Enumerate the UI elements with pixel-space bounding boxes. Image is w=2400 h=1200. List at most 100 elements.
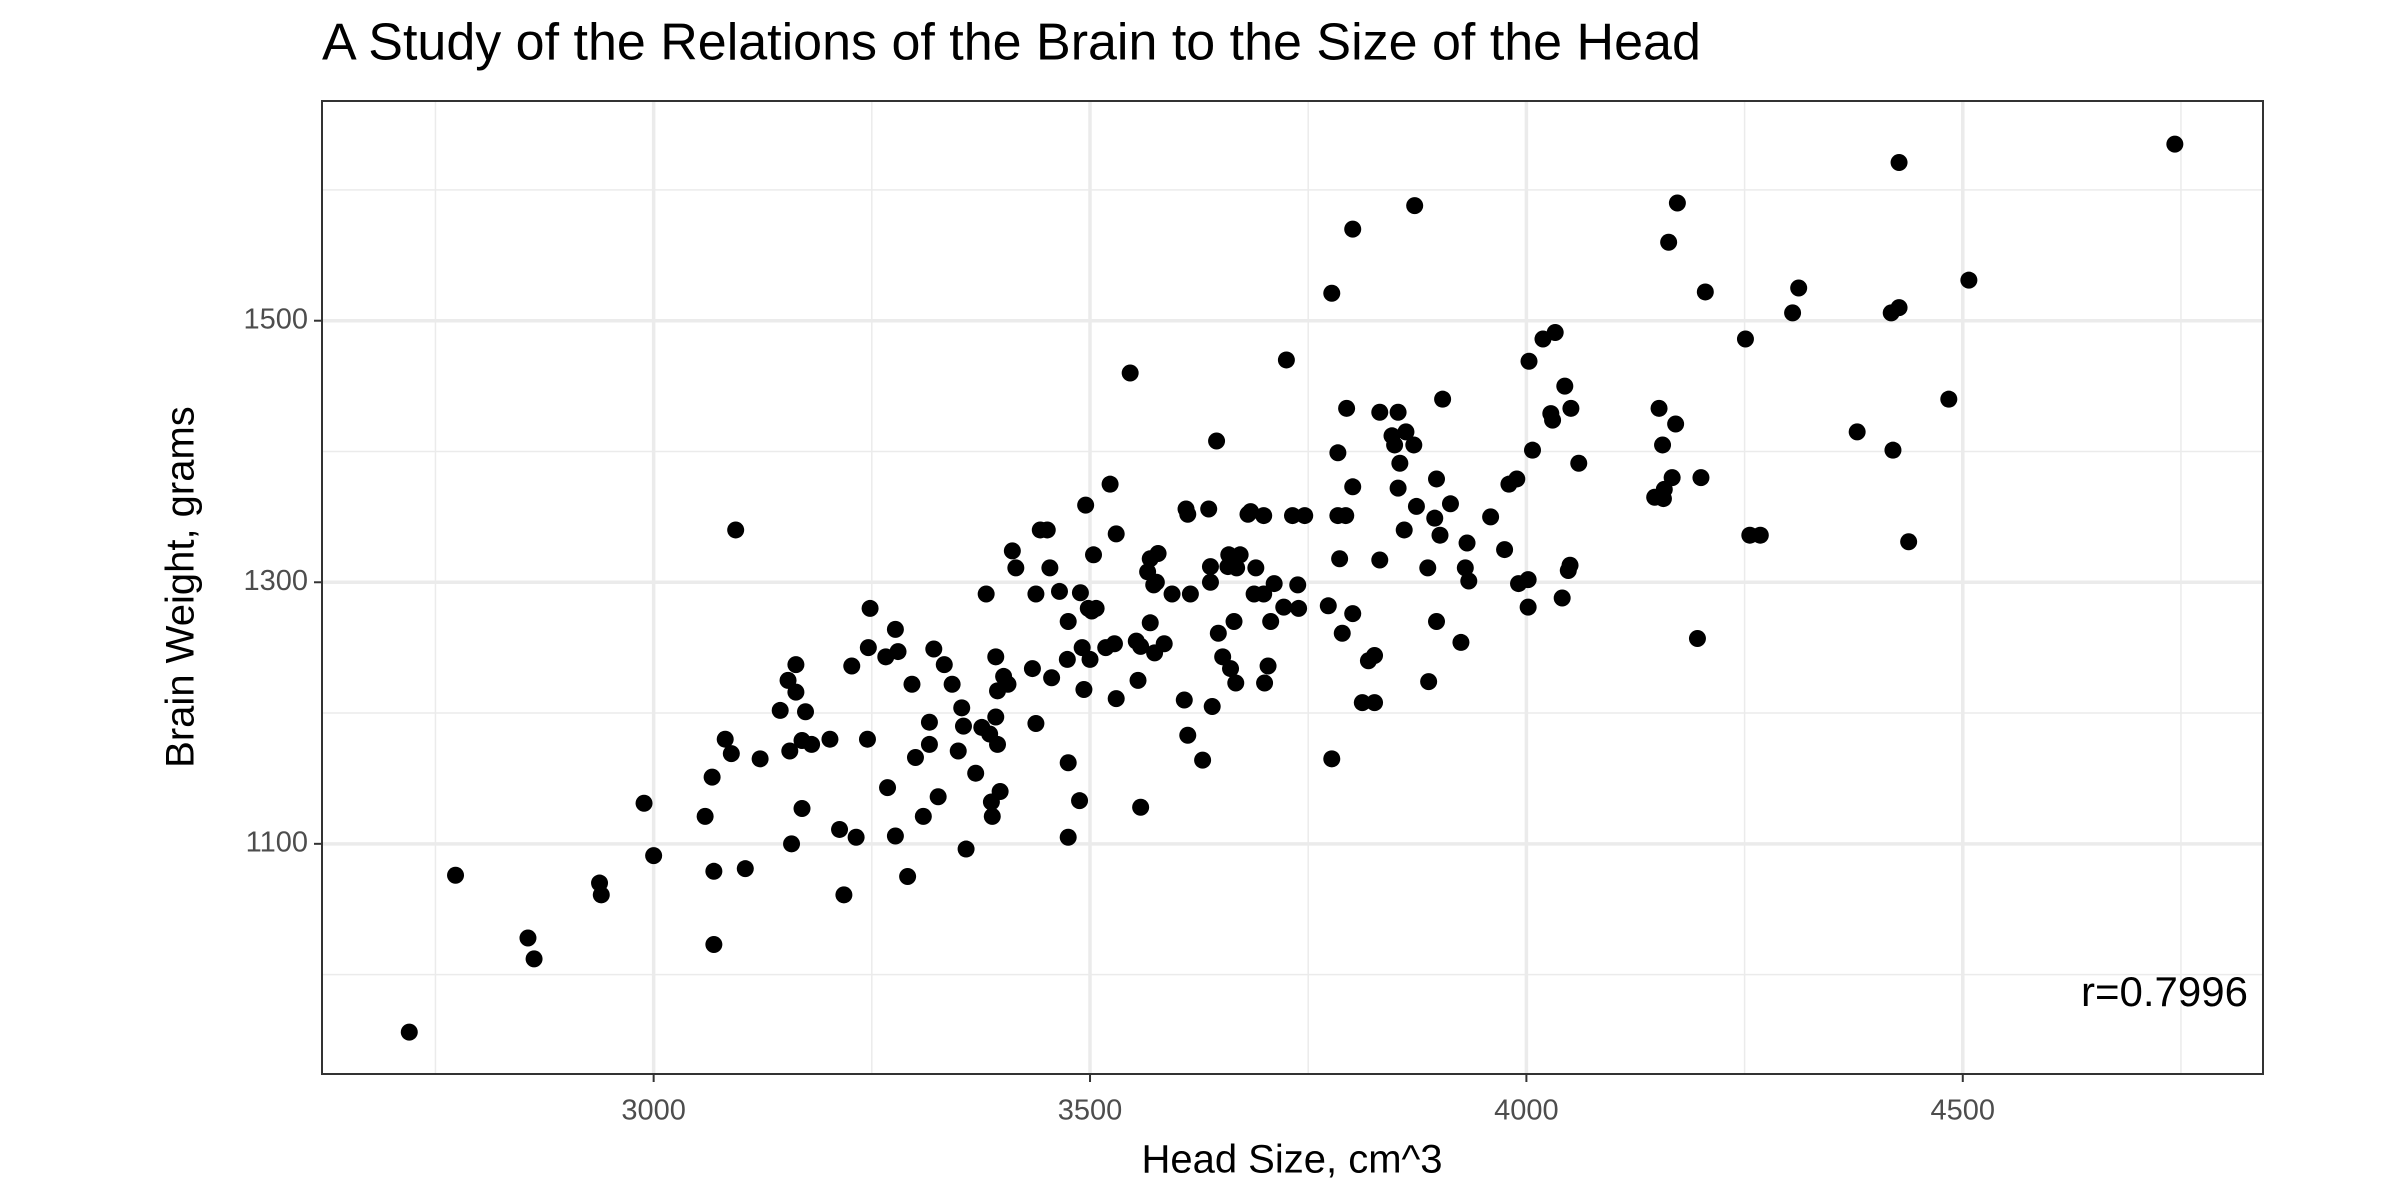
- point: [1428, 470, 1446, 488]
- point: [843, 657, 861, 675]
- point: [1275, 598, 1293, 616]
- point: [1337, 507, 1355, 525]
- point: [1101, 475, 1119, 493]
- point: [1284, 507, 1301, 525]
- point: [793, 800, 811, 818]
- point: [1081, 650, 1099, 668]
- point: [1960, 271, 1978, 289]
- x-tick-label: 4500: [1931, 1095, 1996, 1127]
- point: [903, 675, 921, 693]
- point: [831, 820, 849, 838]
- point: [1386, 436, 1404, 454]
- point: [1371, 551, 1389, 569]
- point: [1420, 673, 1438, 691]
- point: [736, 860, 754, 878]
- x-tick-label: 3000: [621, 1095, 686, 1127]
- point: [1389, 403, 1407, 421]
- point: [847, 828, 865, 846]
- point: [787, 656, 805, 674]
- point: [999, 675, 1017, 693]
- point: [987, 708, 1005, 726]
- point: [1696, 283, 1714, 301]
- point: [1194, 751, 1212, 769]
- point: [1262, 613, 1280, 631]
- point: [1407, 497, 1425, 515]
- point: [1940, 390, 1958, 408]
- point: [957, 840, 975, 858]
- point: [914, 807, 932, 825]
- x-axis-label: Head Size, cm^3: [1141, 1138, 1442, 1182]
- point: [1562, 399, 1580, 417]
- point: [1890, 153, 1908, 171]
- point: [400, 1023, 418, 1041]
- point: [771, 701, 789, 719]
- point: [925, 640, 943, 658]
- point: [1784, 304, 1802, 322]
- point: [949, 742, 967, 760]
- point: [1225, 613, 1243, 631]
- point: [1338, 399, 1356, 417]
- point: [1496, 541, 1514, 559]
- point: [1428, 613, 1446, 631]
- point: [1519, 571, 1537, 589]
- point: [1405, 436, 1423, 454]
- point: [519, 929, 537, 947]
- point: [1203, 698, 1221, 716]
- point: [797, 703, 815, 721]
- panel-border: [321, 100, 2264, 1075]
- point: [899, 868, 917, 886]
- chart-title: A Study of the Relations of the Brain to…: [322, 14, 1701, 72]
- y-tick-label: 1300: [243, 565, 308, 597]
- point: [1371, 403, 1389, 421]
- point: [1366, 694, 1384, 712]
- point: [1059, 754, 1077, 772]
- point: [1077, 496, 1095, 514]
- point: [1331, 550, 1349, 568]
- point: [1900, 533, 1918, 551]
- point: [1654, 436, 1672, 454]
- point: [1085, 546, 1103, 564]
- point: [1884, 441, 1902, 459]
- point: [879, 779, 897, 797]
- point: [1524, 441, 1542, 459]
- point: [1655, 480, 1673, 498]
- point: [1141, 614, 1159, 632]
- point: [1556, 377, 1574, 395]
- point: [1023, 660, 1041, 678]
- point: [1201, 573, 1219, 591]
- point: [1003, 542, 1021, 560]
- point: [1650, 399, 1668, 417]
- grid: [322, 101, 2263, 1074]
- point: [886, 827, 904, 845]
- point: [1132, 798, 1150, 816]
- point: [1344, 605, 1362, 623]
- point: [1132, 637, 1150, 655]
- point: [1546, 323, 1564, 341]
- point: [1175, 691, 1193, 709]
- point: [1391, 454, 1409, 472]
- point: [705, 862, 723, 880]
- point: [1075, 681, 1093, 699]
- point: [1544, 411, 1562, 429]
- point: [1107, 525, 1125, 543]
- point: [861, 599, 879, 617]
- point: [1570, 454, 1588, 472]
- point: [1890, 299, 1908, 317]
- point: [1059, 613, 1077, 631]
- point: [987, 648, 1005, 666]
- point: [1242, 503, 1260, 521]
- point: [1200, 500, 1218, 518]
- point: [1441, 495, 1459, 513]
- point: [1323, 284, 1341, 302]
- point: [727, 521, 745, 539]
- point: [1255, 507, 1273, 525]
- y-axis-label: Brain Weight, grams: [159, 406, 203, 768]
- point: [1087, 599, 1105, 617]
- point: [1027, 715, 1045, 733]
- point: [645, 847, 663, 865]
- point: [1163, 585, 1181, 603]
- point: [722, 745, 740, 763]
- point: [447, 866, 465, 884]
- point: [1561, 556, 1579, 574]
